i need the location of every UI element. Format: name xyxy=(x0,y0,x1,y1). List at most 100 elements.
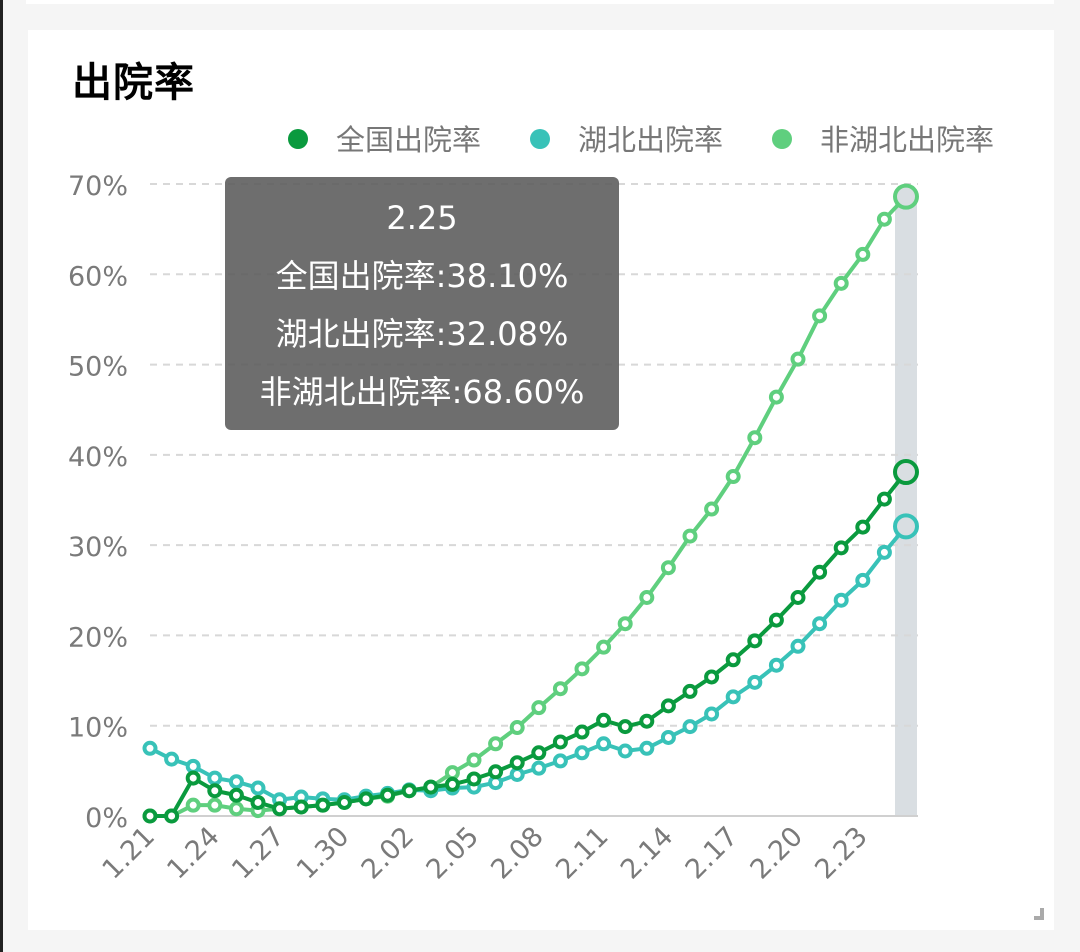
data-point[interactable] xyxy=(185,770,201,786)
data-point[interactable] xyxy=(207,770,223,786)
chart-card: 出院率 0% 10% 20% 30% 40% 50% 60% 70% 1.21 1.24 1.27 1… xyxy=(28,30,1054,930)
data-point[interactable] xyxy=(142,740,158,756)
data-point[interactable] xyxy=(164,808,180,824)
data-point[interactable] xyxy=(228,801,244,817)
data-point[interactable] xyxy=(444,765,460,781)
data-point[interactable] xyxy=(639,713,655,729)
legend-item-1[interactable]: 湖北出院率 xyxy=(530,123,723,157)
data-point[interactable] xyxy=(207,797,223,813)
data-point[interactable] xyxy=(790,351,806,367)
data-point[interactable] xyxy=(207,783,223,799)
data-point[interactable] xyxy=(552,681,568,697)
data-point[interactable] xyxy=(617,616,633,632)
data-point[interactable] xyxy=(833,275,849,291)
data-point[interactable] xyxy=(812,564,828,580)
data-point[interactable] xyxy=(768,657,784,673)
data-point[interactable] xyxy=(574,724,590,740)
data-point[interactable] xyxy=(617,719,633,735)
data-point[interactable] xyxy=(747,633,763,649)
data-point[interactable] xyxy=(682,719,698,735)
data-point[interactable] xyxy=(855,519,871,535)
data-point[interactable] xyxy=(596,712,612,728)
data-point[interactable] xyxy=(893,513,919,540)
data-point[interactable] xyxy=(725,652,741,668)
data-point[interactable] xyxy=(660,560,676,576)
data-point[interactable] xyxy=(876,544,892,560)
data-point[interactable] xyxy=(812,616,828,632)
data-point[interactable] xyxy=(228,774,244,790)
y-tick-label: 50% xyxy=(68,352,128,383)
legend-item-0[interactable]: 全国出院率 xyxy=(288,123,481,157)
data-point[interactable] xyxy=(855,246,871,262)
data-point[interactable] xyxy=(790,590,806,606)
data-point[interactable] xyxy=(358,791,374,807)
data-point[interactable] xyxy=(833,540,849,556)
resize-corner-icon[interactable] xyxy=(1034,908,1044,920)
data-point[interactable] xyxy=(768,389,784,405)
x-tick-label: 2.14 xyxy=(615,821,679,885)
data-point[interactable] xyxy=(488,764,504,780)
data-point[interactable] xyxy=(272,801,288,817)
data-point[interactable] xyxy=(444,776,460,792)
x-tick-label: 2.20 xyxy=(745,821,809,885)
data-point[interactable] xyxy=(682,683,698,699)
data-point[interactable] xyxy=(574,745,590,761)
data-point[interactable] xyxy=(552,753,568,769)
data-point[interactable] xyxy=(466,752,482,768)
data-point[interactable] xyxy=(250,794,266,810)
data-point[interactable] xyxy=(164,751,180,767)
x-tick-label: 1.30 xyxy=(291,821,355,885)
data-point[interactable] xyxy=(704,501,720,517)
data-point[interactable] xyxy=(228,787,244,803)
data-point[interactable] xyxy=(833,592,849,608)
data-point[interactable] xyxy=(725,469,741,485)
line-chart[interactable]: 0%10%20%30%40%50%60%70%1.21 1.24 1.27 1.30 2… xyxy=(28,30,1054,930)
data-point[interactable] xyxy=(509,755,525,771)
data-point[interactable] xyxy=(660,729,676,745)
data-point[interactable] xyxy=(639,590,655,606)
data-point[interactable] xyxy=(747,430,763,446)
data-point[interactable] xyxy=(876,211,892,227)
data-point[interactable] xyxy=(315,797,331,813)
data-point[interactable] xyxy=(639,740,655,756)
data-point[interactable] xyxy=(617,743,633,759)
data-point[interactable] xyxy=(596,736,612,752)
data-point[interactable] xyxy=(893,183,919,210)
data-point[interactable] xyxy=(380,787,396,803)
data-point[interactable] xyxy=(725,689,741,705)
data-point[interactable] xyxy=(704,669,720,685)
legend-label: 湖北出院率 xyxy=(578,123,723,157)
data-point[interactable] xyxy=(660,698,676,714)
data-point[interactable] xyxy=(509,720,525,736)
data-point[interactable] xyxy=(185,758,201,774)
x-tick-label: 2.08 xyxy=(485,821,549,885)
data-point[interactable] xyxy=(293,799,309,815)
data-point[interactable] xyxy=(250,780,266,796)
data-point[interactable] xyxy=(704,706,720,722)
data-point[interactable] xyxy=(768,612,784,628)
data-point[interactable] xyxy=(401,783,417,799)
data-point[interactable] xyxy=(790,638,806,654)
data-point[interactable] xyxy=(509,766,525,782)
data-point[interactable] xyxy=(682,528,698,544)
data-point[interactable] xyxy=(893,459,919,486)
data-point[interactable] xyxy=(531,745,547,761)
data-point[interactable] xyxy=(185,797,201,813)
data-point[interactable] xyxy=(552,734,568,750)
data-point[interactable] xyxy=(747,674,763,690)
data-point[interactable] xyxy=(812,308,828,324)
y-tick-label: 60% xyxy=(68,261,128,292)
x-tick-label: 1.24 xyxy=(161,821,225,885)
data-point[interactable] xyxy=(574,661,590,677)
data-point[interactable] xyxy=(531,760,547,776)
data-point[interactable] xyxy=(142,808,158,824)
data-point[interactable] xyxy=(876,491,892,507)
data-point[interactable] xyxy=(596,639,612,655)
data-point[interactable] xyxy=(336,794,352,810)
data-point[interactable] xyxy=(531,700,547,716)
data-point[interactable] xyxy=(423,779,439,795)
data-point[interactable] xyxy=(488,736,504,752)
legend-item-2[interactable]: 非湖北出院率 xyxy=(772,123,994,157)
data-point[interactable] xyxy=(855,572,871,588)
data-point[interactable] xyxy=(466,771,482,787)
